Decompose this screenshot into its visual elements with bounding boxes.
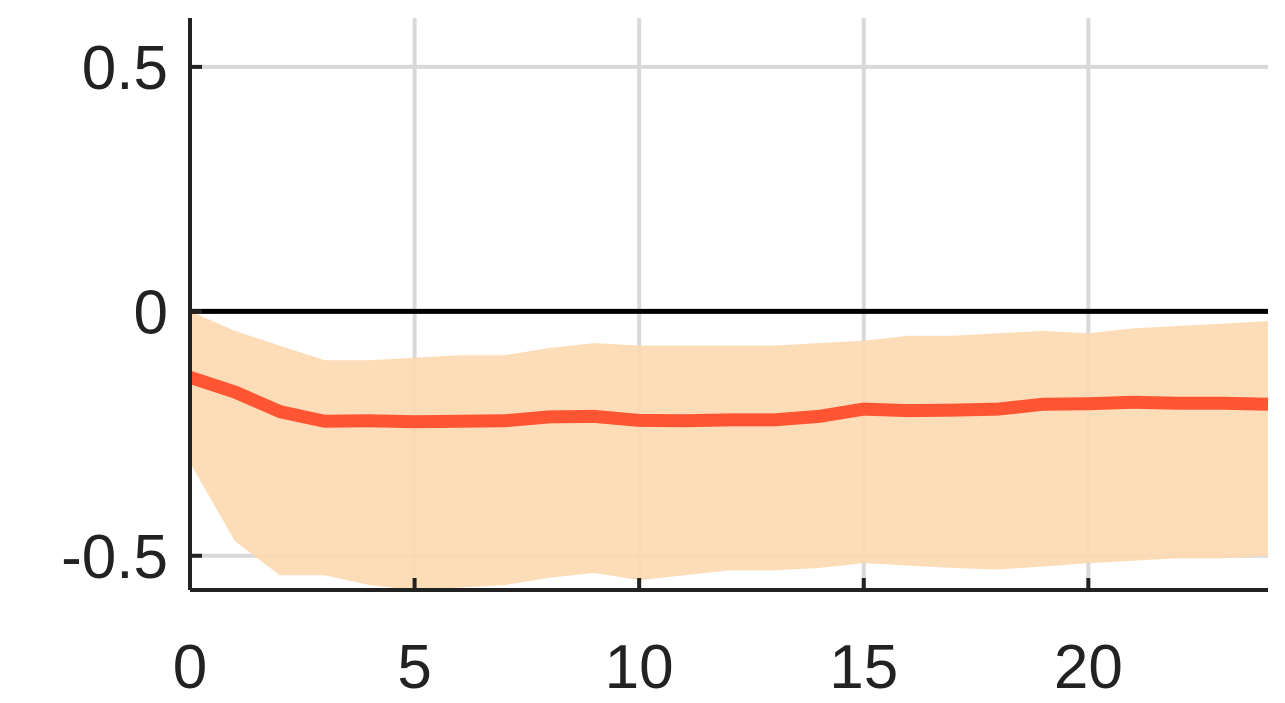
y-tick-label: -0.5 <box>61 523 168 592</box>
x-tick-label: 20 <box>1054 633 1123 702</box>
x-tick-label: 5 <box>397 633 431 702</box>
impulse-response-line <box>187 371 1269 429</box>
series-line-layer <box>187 371 1269 429</box>
confidence-band-layer <box>190 311 1268 590</box>
axes <box>188 18 1268 592</box>
confidence-band <box>190 311 1268 590</box>
x-tick-label: 10 <box>605 633 674 702</box>
tick-labels: 0 5 10 15 200.50-0.5 <box>61 34 1123 702</box>
x-tick-label: 15 <box>829 633 898 702</box>
y-tick-label: 0.5 <box>82 34 168 103</box>
y-tick-label: 0 <box>134 278 168 347</box>
x-tick-label: 0 <box>173 633 207 702</box>
